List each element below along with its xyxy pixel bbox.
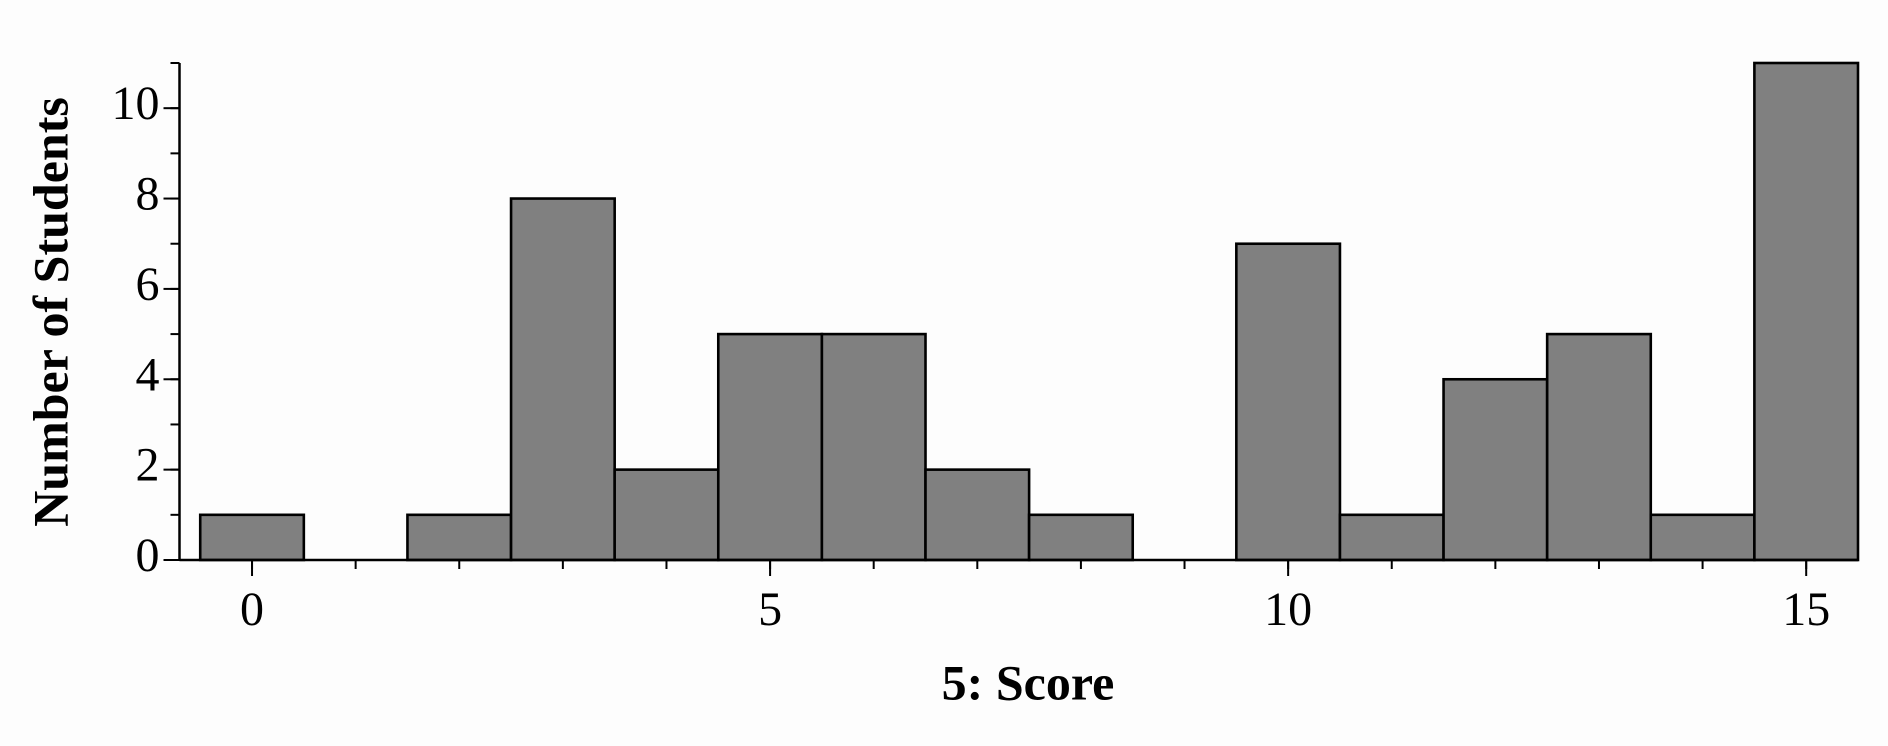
bar — [509, 197, 616, 562]
bar — [1338, 513, 1445, 562]
bar — [198, 513, 306, 562]
bar — [613, 468, 720, 562]
x-tick-label: 10 — [1264, 583, 1312, 636]
bar — [924, 468, 1031, 562]
bar — [406, 513, 513, 562]
bar — [1753, 61, 1860, 562]
bar — [1649, 513, 1756, 562]
bar — [1545, 332, 1653, 562]
bar — [1027, 513, 1135, 562]
y-axis-label: Number of Students — [22, 97, 78, 527]
x-tick-label: 5 — [758, 583, 782, 636]
y-tick-label: 6 — [136, 258, 160, 311]
bar — [820, 332, 927, 562]
y-tick-label: 10 — [112, 77, 160, 130]
bar — [1235, 242, 1342, 562]
x-axis-label: 5: Score — [942, 654, 1115, 710]
y-tick-label: 0 — [136, 529, 160, 582]
bar — [716, 332, 824, 562]
x-tick-label: 0 — [240, 583, 264, 636]
y-tick-label: 2 — [136, 439, 160, 492]
x-tick-label: 15 — [1782, 583, 1830, 636]
bar — [1442, 377, 1549, 562]
y-tick-label: 8 — [136, 168, 160, 221]
y-tick-label: 4 — [136, 348, 160, 401]
